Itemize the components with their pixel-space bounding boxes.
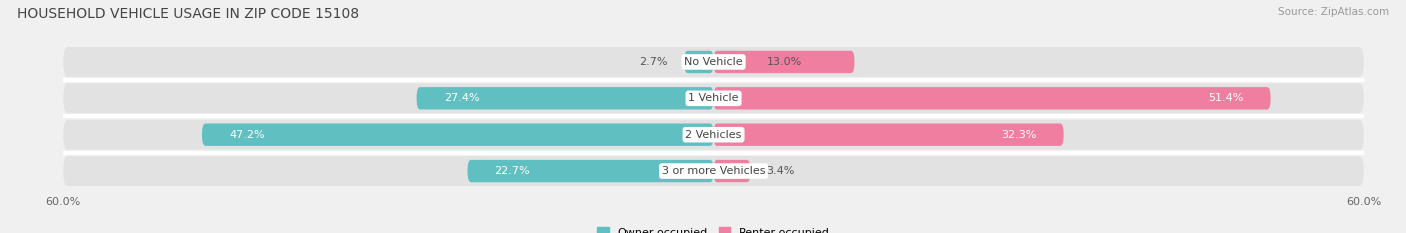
Text: 3 or more Vehicles: 3 or more Vehicles [662, 166, 765, 176]
Text: HOUSEHOLD VEHICLE USAGE IN ZIP CODE 15108: HOUSEHOLD VEHICLE USAGE IN ZIP CODE 1510… [17, 7, 359, 21]
Text: 32.3%: 32.3% [1001, 130, 1036, 140]
Text: 47.2%: 47.2% [229, 130, 264, 140]
FancyBboxPatch shape [416, 87, 713, 110]
FancyBboxPatch shape [63, 83, 1364, 113]
Text: 3.4%: 3.4% [766, 166, 794, 176]
FancyBboxPatch shape [685, 51, 713, 73]
FancyBboxPatch shape [63, 47, 1364, 77]
FancyBboxPatch shape [63, 120, 1364, 150]
FancyBboxPatch shape [713, 123, 1063, 146]
FancyBboxPatch shape [468, 160, 713, 182]
Text: No Vehicle: No Vehicle [685, 57, 742, 67]
Text: 13.0%: 13.0% [766, 57, 801, 67]
FancyBboxPatch shape [713, 87, 1271, 110]
FancyBboxPatch shape [713, 51, 855, 73]
FancyBboxPatch shape [63, 156, 1364, 186]
Text: 22.7%: 22.7% [495, 166, 530, 176]
FancyBboxPatch shape [202, 123, 713, 146]
Text: Source: ZipAtlas.com: Source: ZipAtlas.com [1278, 7, 1389, 17]
Text: 51.4%: 51.4% [1208, 93, 1243, 103]
Text: 1 Vehicle: 1 Vehicle [689, 93, 738, 103]
Text: 27.4%: 27.4% [444, 93, 479, 103]
Text: 2 Vehicles: 2 Vehicles [685, 130, 742, 140]
FancyBboxPatch shape [713, 160, 751, 182]
Legend: Owner-occupied, Renter-occupied: Owner-occupied, Renter-occupied [593, 223, 834, 233]
Text: 2.7%: 2.7% [640, 57, 668, 67]
